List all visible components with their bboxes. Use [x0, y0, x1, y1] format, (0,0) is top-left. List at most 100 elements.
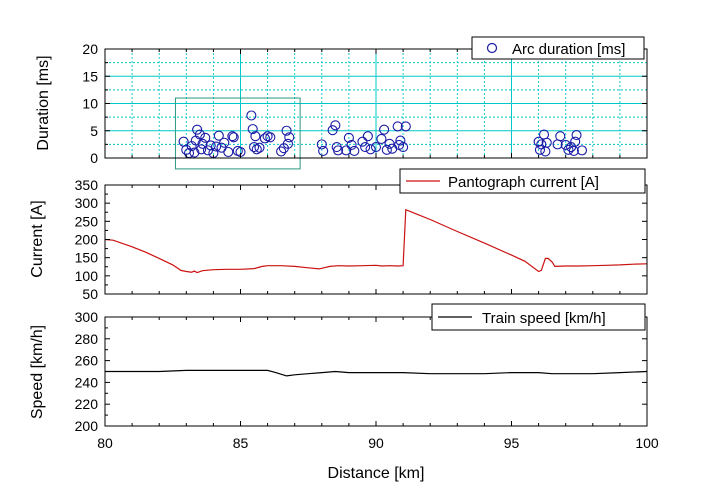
- speed-legend-label: Train speed [km/h]: [482, 310, 606, 327]
- arc-point: [333, 145, 344, 156]
- y-tick-label: 200: [75, 232, 99, 248]
- y-tick-label: 100: [75, 268, 99, 284]
- y-tick-label: 260: [75, 353, 99, 369]
- arc-point: [211, 141, 222, 152]
- x-tick-label: 90: [368, 435, 384, 451]
- arc-point: [365, 144, 376, 155]
- arc-point: [251, 144, 262, 155]
- arc-point: [316, 139, 327, 150]
- y-tick-label: 200: [75, 418, 99, 434]
- arc-point: [227, 131, 238, 142]
- arc-point: [349, 145, 360, 156]
- arc-point: [398, 142, 409, 153]
- arc-point: [570, 136, 581, 147]
- arc-point: [330, 120, 341, 131]
- current-ylabel: Current [A]: [29, 200, 46, 277]
- arc-point: [341, 145, 352, 156]
- y-tick-label: 280: [75, 331, 99, 347]
- arc-point: [384, 138, 395, 149]
- arc-point: [247, 124, 258, 135]
- train-speed-line: [105, 369, 648, 377]
- arc-point: [254, 142, 265, 153]
- current-panel: 50 100 150 200 250 300 350 Current [A] Pantogr…: [29, 168, 648, 302]
- arc-point: [281, 125, 292, 136]
- y-tick-label: 10: [82, 96, 98, 112]
- arc-point: [284, 132, 295, 143]
- arc-point: [560, 139, 571, 150]
- arc-point: [205, 140, 216, 151]
- arc-point: [318, 145, 329, 156]
- arc-point: [276, 146, 287, 157]
- highlight-box: [174, 97, 301, 170]
- arc-point: [189, 147, 200, 158]
- x-tick-label: 80: [97, 435, 113, 451]
- y-tick-label: 350: [75, 177, 99, 193]
- arc-point: [376, 133, 387, 144]
- current-x-ticks: [104, 185, 648, 294]
- arc-point: [576, 145, 588, 156]
- arc-point: [202, 145, 214, 156]
- arc-point: [555, 131, 566, 142]
- arc-point: [392, 121, 403, 132]
- x-tick-label: 100: [635, 435, 659, 451]
- x-tick-label: 95: [504, 435, 520, 451]
- arc-y-ticks: 0 5 10 15 20: [82, 41, 647, 166]
- x-tick-label: 85: [233, 435, 249, 451]
- arc-point: [246, 110, 257, 121]
- speed-x-ticks: [104, 317, 648, 426]
- arc-point: [223, 146, 234, 158]
- x-tick-labels: 80 85 90 95 100: [97, 435, 659, 451]
- arc-point: [228, 132, 239, 143]
- arc-point: [196, 144, 207, 155]
- arc-point: [533, 136, 544, 147]
- y-tick-label: 300: [75, 309, 99, 325]
- arc-ylabel: Duration [ms]: [35, 55, 52, 150]
- arc-point: [213, 130, 224, 141]
- y-tick-label: 250: [75, 213, 99, 229]
- arc-point: [194, 129, 205, 140]
- speed-legend: Train speed [km/h]: [431, 303, 646, 331]
- arc-point: [327, 125, 338, 136]
- arc-point: [249, 142, 260, 153]
- arc-point: [250, 131, 261, 142]
- current-legend-box: [399, 168, 646, 194]
- arc-point: [400, 121, 411, 132]
- y-tick-label: 240: [75, 374, 99, 390]
- arc-point: [563, 144, 574, 155]
- pantograph-current-line: [104, 208, 648, 274]
- arc-grid: [104, 48, 648, 159]
- arc-point: [343, 132, 354, 143]
- speed-panel: 200 220 240 260 280 300 Speed [km/h] Train sp…: [29, 303, 648, 434]
- arc-point: [282, 138, 293, 149]
- arc-point: [370, 142, 382, 153]
- arc-point: [571, 130, 582, 141]
- y-tick-label: 0: [90, 150, 98, 166]
- arc-duration-panel: 0 5 10 15 20 Duration [ms] Arc duration [ms]: [35, 36, 648, 170]
- x-axis-label: Distance [km]: [328, 465, 425, 482]
- y-tick-label: 50: [82, 286, 98, 302]
- arc-point: [360, 142, 371, 153]
- arc-point: [541, 137, 552, 148]
- current-frame: [104, 184, 648, 295]
- arc-legend-marker: [486, 42, 498, 54]
- arc-point: [219, 137, 230, 148]
- arc-point: [357, 136, 368, 147]
- arc-point: [534, 144, 546, 155]
- arc-point: [197, 138, 208, 149]
- y-tick-label: 150: [75, 250, 99, 266]
- speed-y-ticks: 200 220 240 260 280 300: [75, 309, 647, 434]
- y-tick-label: 300: [75, 195, 99, 211]
- speed-ylabel: Speed [km/h]: [29, 325, 46, 419]
- arc-point: [362, 131, 373, 142]
- current-y-ticks: 50 100 150 200 250 300 350: [75, 177, 647, 302]
- arc-point: [192, 124, 203, 135]
- arc-legend-label: Arc duration [ms]: [512, 41, 625, 58]
- y-tick-label: 5: [90, 123, 98, 139]
- y-tick-label: 15: [82, 68, 98, 84]
- current-legend-label: Pantograph current [A]: [448, 174, 599, 191]
- arc-point: [265, 132, 276, 143]
- current-legend: Pantograph current [A]: [399, 168, 646, 194]
- arc-legend-box: [471, 36, 645, 60]
- arc-point: [395, 135, 406, 146]
